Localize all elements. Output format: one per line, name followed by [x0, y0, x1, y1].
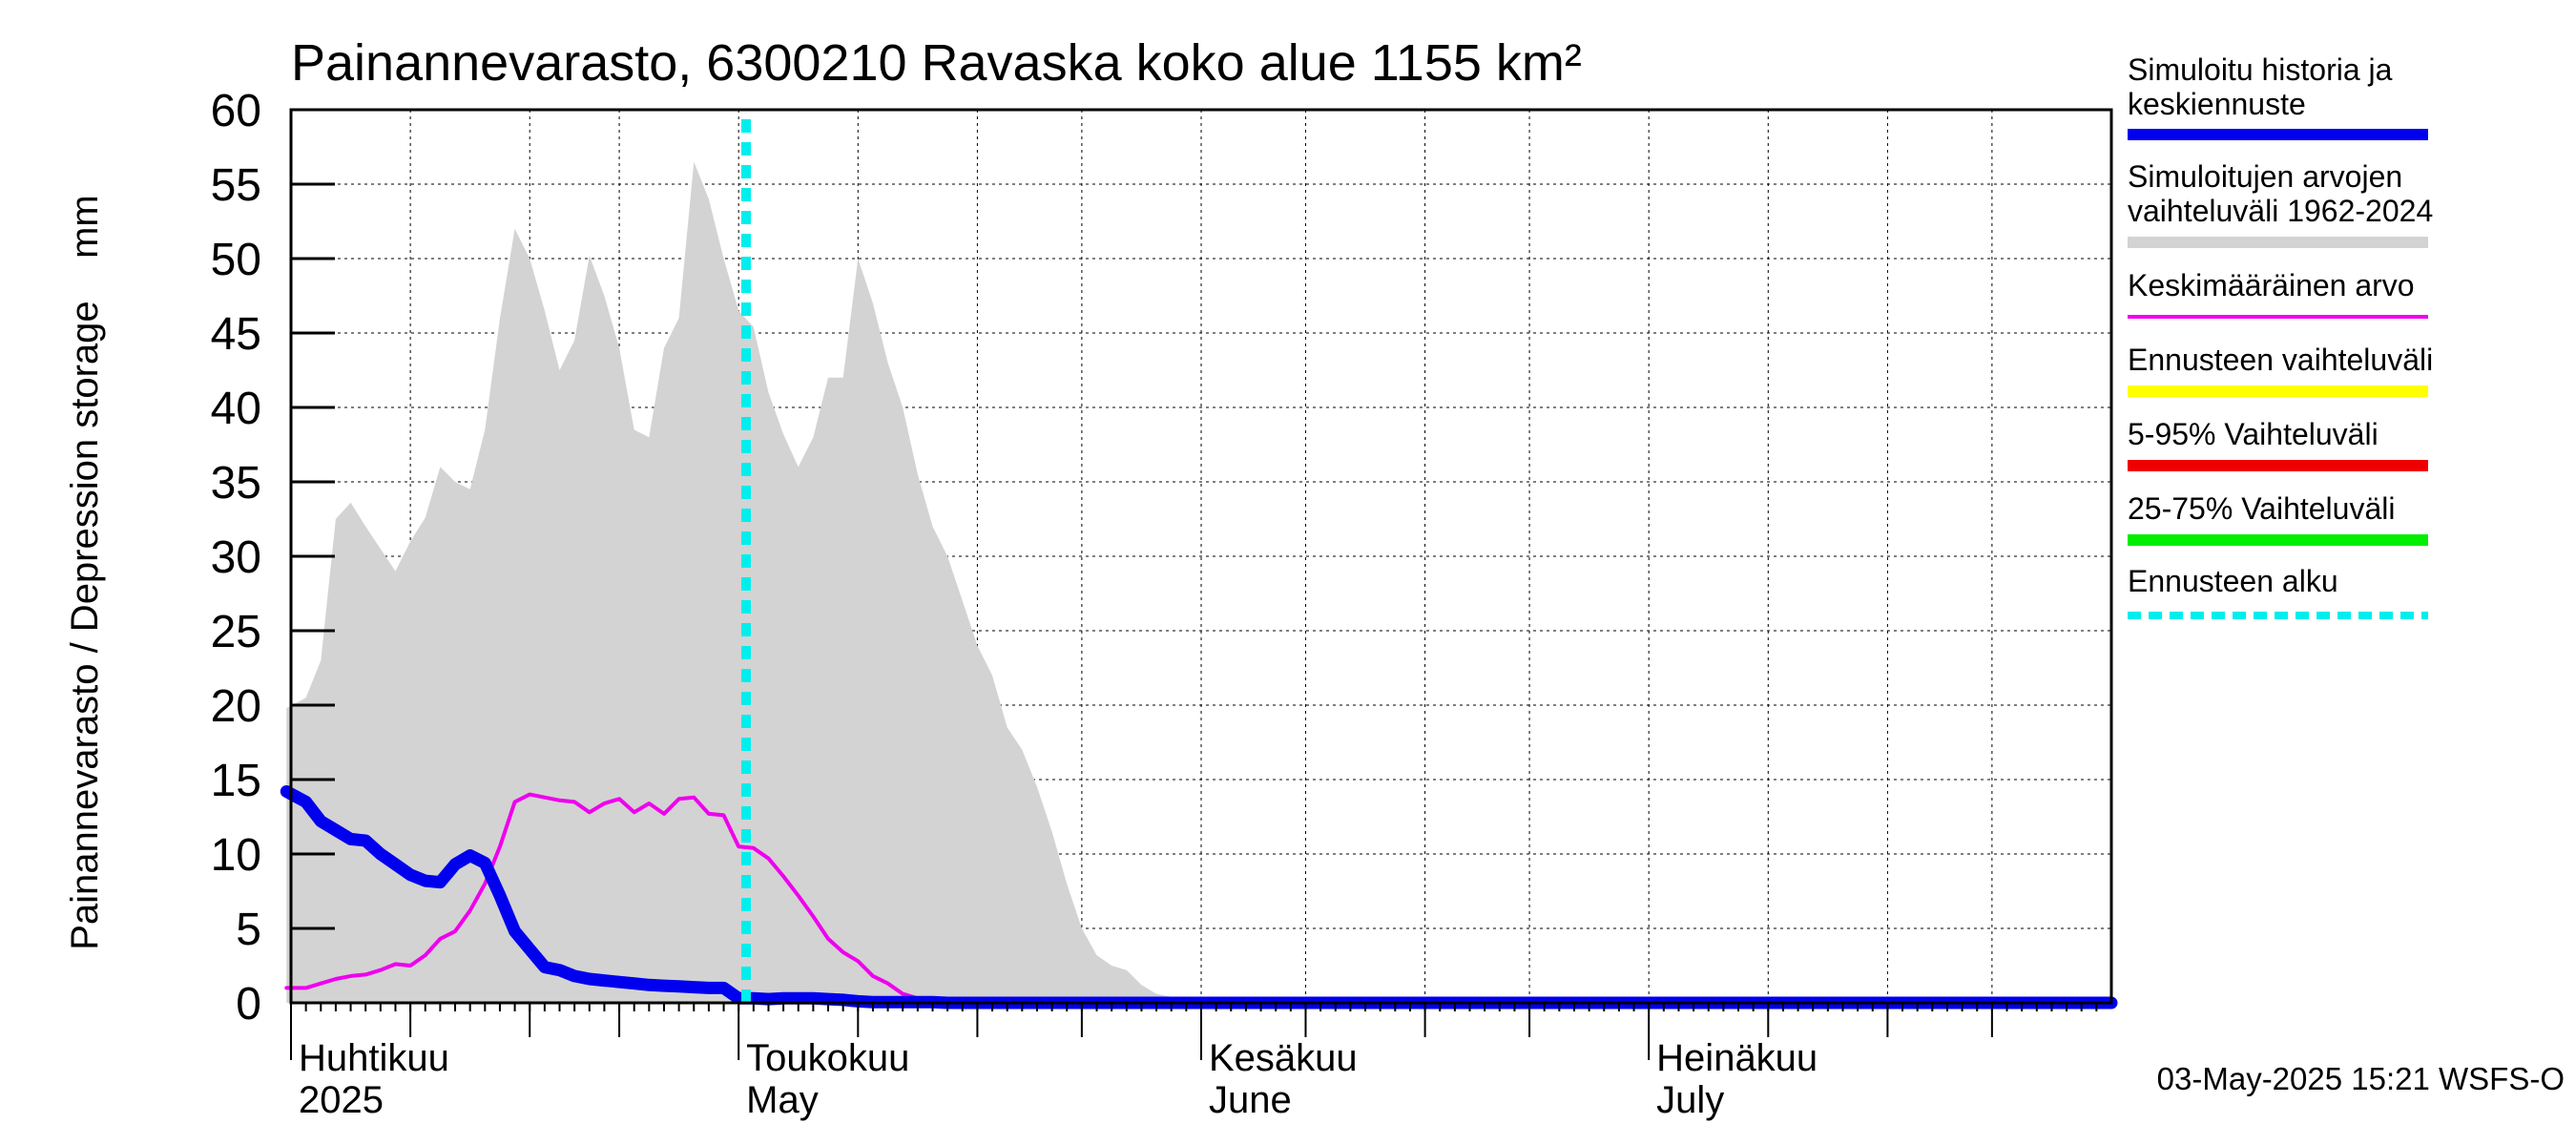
x-month-label-en: June — [1209, 1079, 1292, 1121]
legend-label: Ennusteen alku — [2128, 564, 2338, 598]
y-tick-label: 40 — [211, 384, 261, 434]
y-axis: 0 5 10 15 20 25 30 35 40 45 50 55 60 — [211, 86, 335, 1030]
x-month-label-fi: Kesäkuu — [1209, 1037, 1358, 1079]
y-tick-label: 55 — [211, 160, 261, 211]
y-tick-label: 25 — [211, 607, 261, 657]
legend: Simuloitu historia ja keskiennuste Simuloi… — [2128, 52, 2433, 619]
legend-label: 25-75% Vaihteluväli — [2128, 491, 2395, 526]
legend-label: Simuloitujen arvojen vaihteluväli 1962-20… — [2128, 159, 2433, 228]
y-tick-label: 10 — [211, 830, 261, 881]
legend-label: Ennusteen vaihteluväli — [2128, 343, 2433, 377]
y-tick-label: 30 — [211, 532, 261, 583]
x-month-label-fi: Heinäkuu — [1656, 1037, 1818, 1079]
x-month-label-en: July — [1656, 1079, 1724, 1121]
legend-label: Keskimääräinen arvo — [2128, 268, 2415, 302]
y-axis-label: Painannevarasto / Depression storage mm — [64, 195, 106, 950]
series-layer — [280, 161, 2118, 1010]
legend-label: 5-95% Vaihteluväli — [2128, 417, 2379, 451]
x-month-label-en: 2025 — [299, 1079, 384, 1121]
y-tick-label: 5 — [236, 905, 261, 955]
timestamp-footer: 03-May-2025 15:21 WSFS-O — [2157, 1061, 2565, 1096]
x-month-label-fi: Huhtikuu — [299, 1037, 449, 1079]
y-tick-label: 15 — [211, 756, 261, 806]
y-tick-label: 0 — [236, 979, 261, 1030]
series-range-area — [286, 161, 2111, 1004]
series-line-mean — [284, 792, 2113, 1005]
x-month-label-fi: Toukokuu — [746, 1037, 909, 1079]
y-tick-label: 45 — [211, 309, 261, 360]
y-tick-label: 20 — [211, 681, 261, 732]
y-tick-label: 60 — [211, 86, 261, 136]
y-tick-label: 50 — [211, 235, 261, 285]
x-month-label-en: May — [746, 1079, 819, 1121]
chart-title: Painannevarasto, 6300210 Ravaska koko al… — [291, 34, 1582, 92]
legend-label: Simuloitu historia ja keskiennuste — [2128, 52, 2393, 121]
y-tick-label: 35 — [211, 458, 261, 509]
